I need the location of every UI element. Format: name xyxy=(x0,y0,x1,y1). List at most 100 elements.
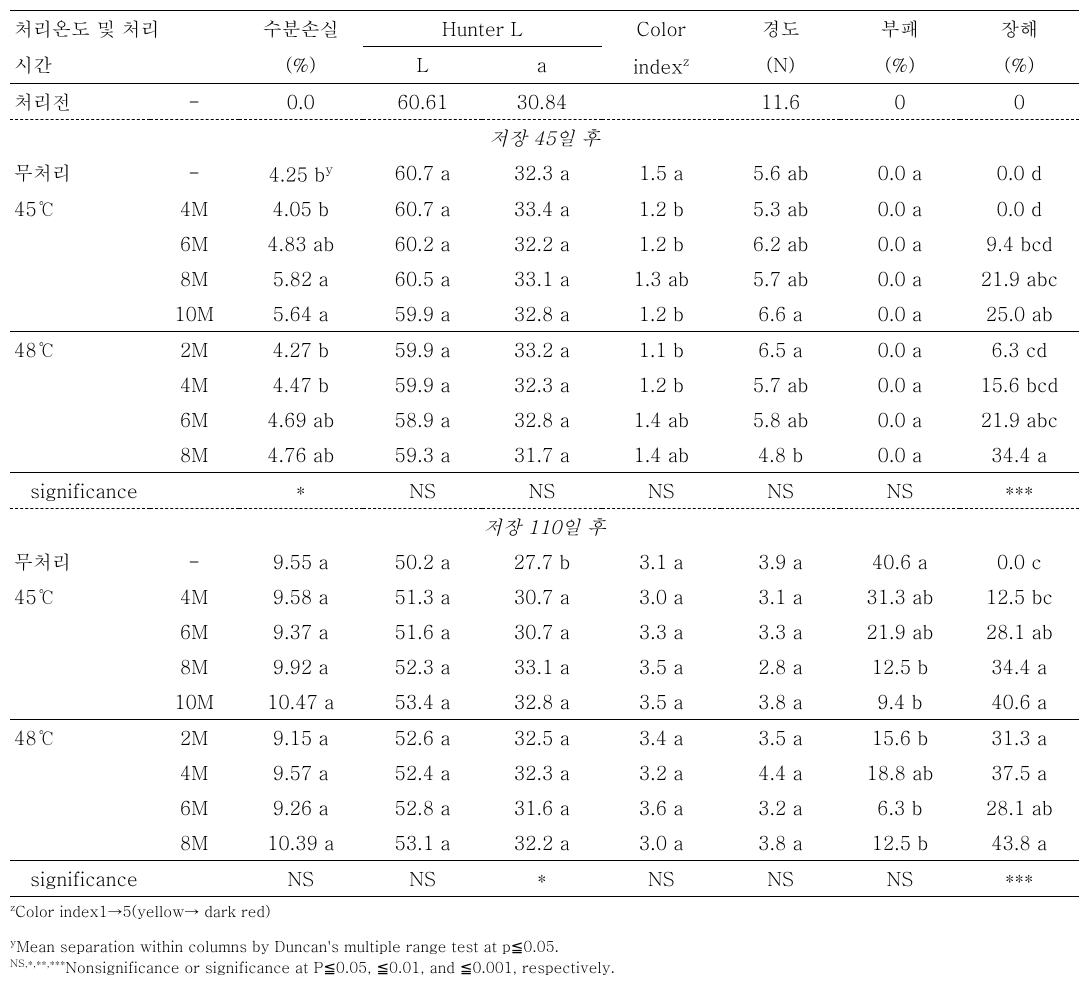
cell: 3.5 a xyxy=(602,649,721,684)
hdr-color: Color xyxy=(602,11,721,47)
hdr-decay-unit: (%) xyxy=(840,47,959,84)
footnote-z: zColor index1→5(yellow→ dark red) xyxy=(10,899,1079,924)
cell: NS xyxy=(482,473,601,509)
cell: 31.3 a xyxy=(960,720,1079,756)
cell: 60.5 a xyxy=(363,261,482,296)
cell-time: 2M xyxy=(150,720,239,756)
cell: 9.4 b xyxy=(840,684,959,720)
table-header-row2: 시간 (%) L a indexz (N) (%) (%) xyxy=(10,47,1079,84)
hdr-a: a xyxy=(482,47,601,84)
table-row: 10M 10.47 a 53.4 a 32.8 a 3.5 a 3.8 a 9.… xyxy=(10,684,1079,720)
cell: 3.6 a xyxy=(602,790,721,825)
cell: 3.3 a xyxy=(602,614,721,649)
cell: 52.8 a xyxy=(363,790,482,825)
cell: 32.8 a xyxy=(482,402,601,437)
section-45-label: 저장 45일 후 xyxy=(10,119,1079,155)
cell: 5.6 ab xyxy=(721,155,840,191)
cell: 60.7 a xyxy=(363,191,482,226)
cell: 34.4 a xyxy=(960,437,1079,473)
cell: 30.7 a xyxy=(482,614,601,649)
cell: 1.5 a xyxy=(602,155,721,191)
hdr-moisture: 수분손실 xyxy=(239,11,363,47)
cell-time: 8M xyxy=(150,261,239,296)
cell: 0.0 a xyxy=(840,296,959,332)
sig-label: significance xyxy=(10,473,239,509)
cell: 3.8 a xyxy=(721,684,840,720)
cell: 3.4 a xyxy=(602,720,721,756)
table-header-row1: 처리온도 및 처리 수분손실 Hunter L Color 경도 부패 장해 xyxy=(10,11,1079,47)
cell: 32.3 a xyxy=(482,367,601,402)
cell: 1.3 ab xyxy=(602,261,721,296)
cell: 33.2 a xyxy=(482,332,601,368)
cell: 5.82 a xyxy=(239,261,363,296)
sig-row-110: significance NS NS * NS NS NS *** xyxy=(10,861,1079,897)
cell: 50.2 a xyxy=(363,544,482,579)
table-row: 4M 4.47 b 59.9 a 32.3 a 1.2 b 5.7 ab 0.0… xyxy=(10,367,1079,402)
cell: 0 xyxy=(960,83,1079,119)
cell: 4.47 b xyxy=(239,367,363,402)
cell: 33.1 a xyxy=(482,261,601,296)
cell: 28.1 ab xyxy=(960,614,1079,649)
sig-label: significance xyxy=(10,861,239,897)
cell: 59.9 a xyxy=(363,367,482,402)
cell: 32.3 a xyxy=(482,755,601,790)
cell-time: 8M xyxy=(150,825,239,861)
cell: 0.0 a xyxy=(840,402,959,437)
table-row: 8M 9.92 a 52.3 a 33.1 a 3.5 a 2.8 a 12.5… xyxy=(10,649,1079,684)
cell: 4.69 ab xyxy=(239,402,363,437)
cell: NS xyxy=(840,861,959,897)
table-row: 무처리 - 4.25 by 60.7 a 32.3 a 1.5 a 5.6 ab… xyxy=(10,155,1079,191)
table-row: 8M 5.82 a 60.5 a 33.1 a 1.3 ab 5.7 ab 0.… xyxy=(10,261,1079,296)
footnote-ns-sup: NS,*,**,*** xyxy=(10,955,65,970)
cell: 15.6 b xyxy=(840,720,959,756)
cell: 25.0 ab xyxy=(960,296,1079,332)
cell-time: - xyxy=(150,155,239,191)
cell: 21.9 ab xyxy=(840,614,959,649)
hdr-colorindex-sup: z xyxy=(683,51,690,70)
cell: 9.58 a xyxy=(239,579,363,614)
cell-time: 6M xyxy=(150,402,239,437)
cell: NS xyxy=(363,473,482,509)
cell: NS xyxy=(602,861,721,897)
table-row: 48℃ 2M 4.27 b 59.9 a 33.2 a 1.1 b 6.5 a … xyxy=(10,332,1079,368)
cell-treat xyxy=(10,296,150,332)
cell: 32.2 a xyxy=(482,825,601,861)
cell: NS xyxy=(602,473,721,509)
cell: 1.2 b xyxy=(602,226,721,261)
cell-treat xyxy=(10,261,150,296)
cell: 0.0 a xyxy=(840,261,959,296)
cell: 3.3 a xyxy=(721,614,840,649)
cell: 0.0 a xyxy=(840,226,959,261)
cell: 4.83 ab xyxy=(239,226,363,261)
cell: 51.6 a xyxy=(363,614,482,649)
table-row: 8M 10.39 a 53.1 a 32.2 a 3.0 a 3.8 a 12.… xyxy=(10,825,1079,861)
cell-time: 10M xyxy=(150,684,239,720)
cell: 31.3 ab xyxy=(840,579,959,614)
cell: 52.4 a xyxy=(363,755,482,790)
cell: 1.2 b xyxy=(602,367,721,402)
cell: 5.64 a xyxy=(239,296,363,332)
cell-time: 4M xyxy=(150,579,239,614)
cell: 3.5 a xyxy=(602,684,721,720)
table-row: 6M 9.26 a 52.8 a 31.6 a 3.6 a 3.2 a 6.3 … xyxy=(10,790,1079,825)
section-row-45: 저장 45일 후 xyxy=(10,119,1079,155)
cell: 9.26 a xyxy=(239,790,363,825)
hdr-colorindex: indexz xyxy=(602,47,721,84)
cell: 0.0 c xyxy=(960,544,1079,579)
cell: * xyxy=(482,861,601,897)
cell-time: 2M xyxy=(150,332,239,368)
cell: 32.5 a xyxy=(482,720,601,756)
cell: 52.3 a xyxy=(363,649,482,684)
cell: 9.57 a xyxy=(239,755,363,790)
hdr-injury: 장해 xyxy=(960,11,1079,47)
cell: 32.3 a xyxy=(482,155,601,191)
table-row: 4M 9.57 a 52.4 a 32.3 a 3.2 a 4.4 a 18.8… xyxy=(10,755,1079,790)
hdr-colorindex-text: index xyxy=(633,52,683,79)
cell: NS xyxy=(721,861,840,897)
cell: 0.0 a xyxy=(840,332,959,368)
cell: 21.9 abc xyxy=(960,402,1079,437)
cell xyxy=(602,83,721,119)
cell: NS xyxy=(721,473,840,509)
table-row: 처리전 - 0.0 60.61 30.84 11.6 0 0 xyxy=(10,83,1079,119)
cell: 40.6 a xyxy=(840,544,959,579)
